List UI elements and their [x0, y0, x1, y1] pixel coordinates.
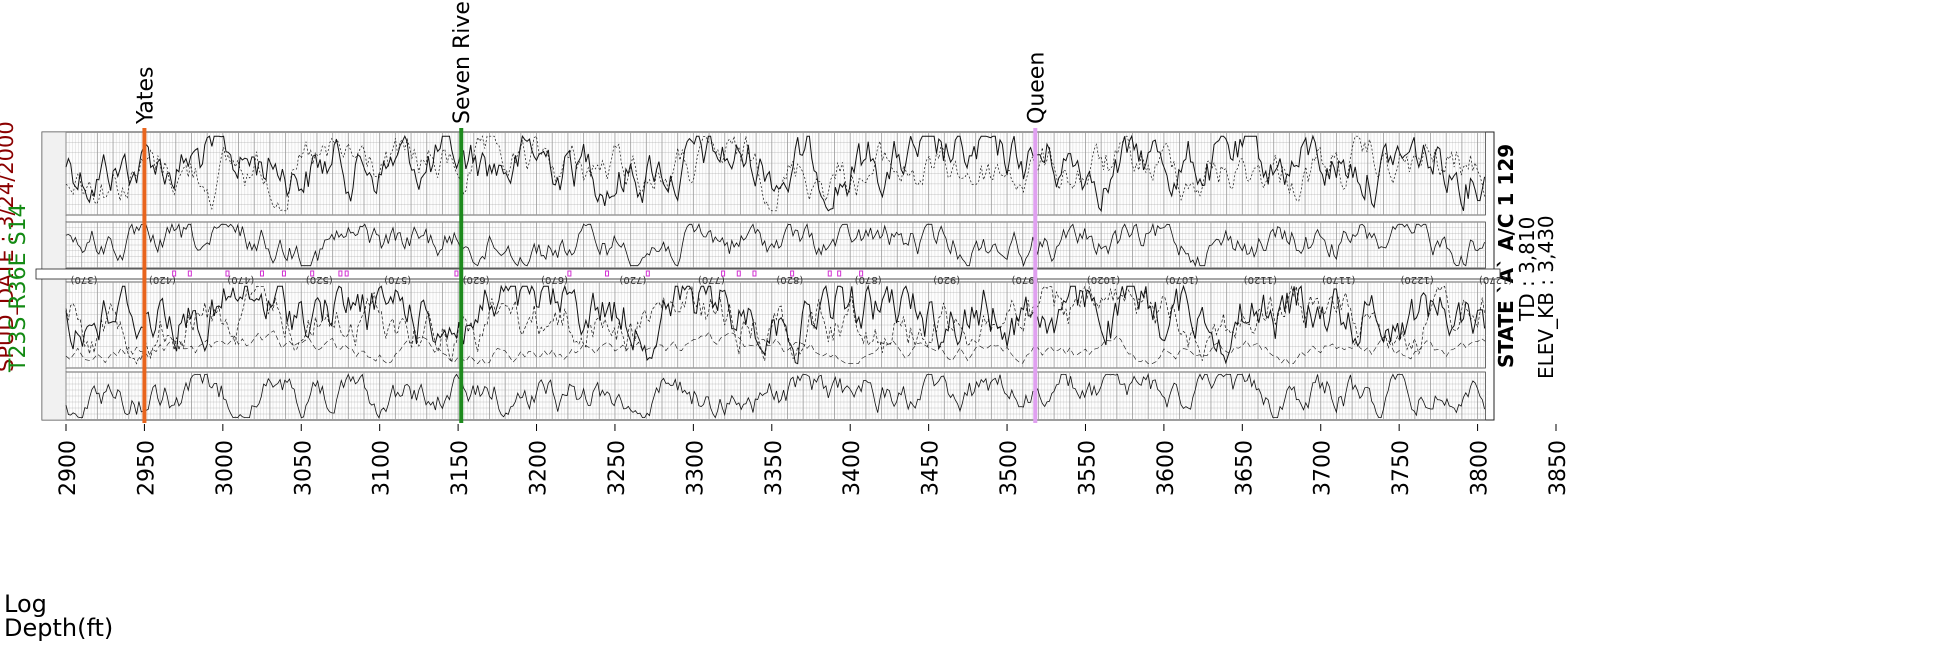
- curve-track3-baseline: [65, 330, 1486, 365]
- x-tick-label: 3150: [448, 440, 473, 496]
- depth-band: [35, 268, 1501, 280]
- x-tick-label: 3300: [683, 440, 708, 496]
- x-tick-label: 3200: [527, 440, 552, 496]
- band-depth-label: (570): [384, 274, 411, 285]
- band-depth-label: (670): [541, 274, 568, 285]
- band-marker: [827, 270, 832, 277]
- x-axis-title-line1: Log: [4, 590, 47, 618]
- formation-top-label: Yates: [133, 66, 158, 125]
- x-tick-label: 3850: [1546, 440, 1571, 496]
- band-depth-label: (420): [149, 274, 176, 285]
- band-depth-label: (1070): [1165, 274, 1198, 285]
- band-marker: [837, 270, 842, 277]
- band-marker: [225, 270, 230, 277]
- x-tick-label: 3800: [1468, 440, 1493, 496]
- band-depth-label: (820): [776, 274, 803, 285]
- band-depth-label: (520): [306, 274, 333, 285]
- x-tick-label: 3400: [840, 440, 865, 496]
- band-depth-label: (920): [933, 274, 960, 285]
- x-tick-label: 2950: [134, 440, 159, 496]
- curve-track4: [65, 372, 1485, 419]
- band-marker: [645, 270, 650, 277]
- curve-track3-res-shallow: [65, 285, 1485, 365]
- band-marker: [790, 270, 795, 277]
- x-tick-label: 3100: [370, 440, 395, 496]
- x-tick-label: 2900: [56, 440, 81, 496]
- x-tick-label: 3600: [1154, 440, 1179, 496]
- band-depth-label: (620): [463, 274, 490, 285]
- x-tick-label: 3550: [1075, 440, 1100, 496]
- x-axis-title-line2: Depth(ft): [4, 614, 114, 642]
- band-depth-label: (1220): [1400, 274, 1433, 285]
- curve-track3-res-deep: [65, 284, 1486, 365]
- band-marker: [172, 270, 177, 277]
- curve-track1-sp: [65, 135, 1485, 212]
- band-marker: [344, 270, 349, 277]
- band-marker: [605, 270, 610, 277]
- x-tick-label: 3000: [213, 440, 238, 496]
- band-depth-label: (1270): [1479, 274, 1512, 285]
- band-marker: [187, 270, 192, 277]
- x-tick-label: 3500: [997, 440, 1022, 496]
- band-depth-label: (470): [227, 274, 254, 285]
- x-tick-label: 3750: [1389, 440, 1414, 496]
- x-axis-title: Log Depth(ft): [4, 592, 113, 640]
- band-depth-label: (770): [698, 274, 725, 285]
- band-marker: [736, 270, 741, 277]
- x-tick-label: 3700: [1311, 440, 1336, 496]
- band-depth-label: (720): [619, 274, 646, 285]
- band-depth-label: (1020): [1087, 274, 1120, 285]
- band-marker: [721, 270, 726, 277]
- band-marker: [338, 270, 343, 277]
- x-tick-label: 3350: [762, 440, 787, 496]
- band-depth-label: (1120): [1244, 274, 1277, 285]
- band-depth-label: (970): [1012, 274, 1039, 285]
- band-marker: [259, 270, 264, 277]
- formation-top-label: Seven Rivers: [450, 0, 475, 124]
- band-marker: [454, 270, 459, 277]
- band-marker: [752, 270, 757, 277]
- formation-top-label: Queen: [1024, 52, 1049, 124]
- x-tick-label: 3050: [291, 440, 316, 496]
- band-depth-label: (870): [855, 274, 882, 285]
- band-depth-label: (370): [70, 274, 97, 285]
- curve-track1-gamma: [65, 134, 1486, 213]
- band-marker: [310, 270, 315, 277]
- x-tick-label: 3250: [605, 440, 630, 496]
- band-marker: [567, 270, 572, 277]
- band-marker: [281, 270, 286, 277]
- band-depth-label: (1170): [1322, 274, 1355, 285]
- x-tick-label: 3650: [1232, 440, 1257, 496]
- band-marker: [859, 270, 864, 277]
- x-tick-label: 3450: [919, 440, 944, 496]
- curve-track2: [65, 222, 1485, 267]
